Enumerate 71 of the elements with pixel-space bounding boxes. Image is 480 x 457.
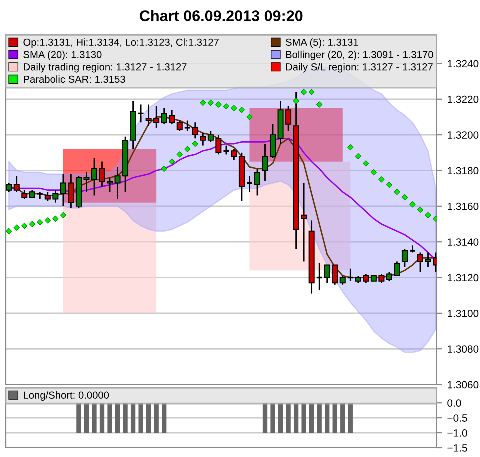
point: [378, 176, 385, 183]
legend-label: Long/Short: 0.0000: [24, 392, 110, 401]
legend-label: Daily S/L region: 1.3127 - 1.3127: [286, 63, 433, 73]
point: [37, 219, 44, 226]
point: [52, 216, 59, 222]
point: [301, 89, 308, 96]
point: [425, 212, 432, 218]
point: [60, 212, 66, 218]
point: [231, 105, 238, 112]
candlestick: [184, 120, 192, 132]
legend-label: Parabolic SAR: 1.3153: [24, 76, 126, 84]
point: [348, 144, 354, 151]
legend-label: Daily trading region: 1.3127 - 1.3127: [24, 63, 187, 73]
point: [29, 221, 36, 228]
candlestick: [176, 120, 183, 132]
point: [238, 107, 246, 114]
y-tick-label: 1.3120: [448, 274, 479, 282]
y-tick-label: 1.3160: [448, 202, 479, 210]
point: [200, 100, 206, 106]
point: [355, 153, 362, 160]
y-tick-label: 1.3220: [448, 96, 479, 104]
candlestick: [192, 122, 198, 140]
point: [216, 102, 222, 108]
point: [22, 222, 28, 230]
point: [316, 102, 323, 108]
point: [14, 224, 20, 231]
y-tick-label: 1.3180: [448, 167, 479, 175]
point: [246, 114, 253, 120]
y-tick-label: 1.3080: [448, 346, 479, 353]
point: [308, 89, 315, 96]
candlestick: [14, 175, 20, 193]
y-tick-label: 1.3140: [448, 238, 479, 246]
candlestick: [402, 248, 408, 268]
point: [363, 160, 370, 167]
candlestick: [246, 175, 254, 193]
point: [169, 158, 176, 165]
point: [410, 202, 416, 208]
y-tick-label: −1.0: [448, 430, 468, 437]
legend-label: Op:1.3131, Hi:1.3134, Lo:1.3123, Cl:1.3127: [24, 38, 219, 48]
point: [208, 100, 214, 106]
y-tick-label: −1.5: [448, 444, 468, 452]
y-tick-label: 0.0: [448, 400, 462, 407]
point: [417, 206, 424, 214]
y-tick-label: 1.3100: [448, 310, 479, 318]
point: [6, 228, 12, 234]
y-tick-label: 1.3060: [448, 381, 479, 389]
point: [223, 103, 230, 110]
point: [293, 98, 300, 104]
point: [161, 166, 168, 172]
candlestick: [138, 104, 145, 124]
point: [394, 189, 400, 196]
y-tick-label: 1.3200: [448, 132, 479, 139]
candlestick: [347, 268, 354, 282]
point: [386, 182, 393, 188]
candlestick: [417, 252, 424, 274]
y-tick-label: 1.3240: [448, 60, 479, 68]
legend-label: SMA (5): 1.3131: [286, 38, 358, 48]
point: [192, 140, 198, 148]
chart-title: Chart 06.09.2013 09:20: [140, 10, 303, 22]
candlestick: [231, 148, 238, 161]
legend-label: Bollinger (20, 2): 1.3091 - 1.3170: [286, 50, 434, 60]
point: [44, 218, 51, 224]
candlestick: [200, 132, 206, 146]
point: [176, 152, 183, 158]
point: [370, 169, 377, 176]
y-tick-label: −0.5: [448, 414, 468, 422]
point: [402, 194, 408, 201]
legend-label: SMA (20): 1.3130: [24, 50, 102, 60]
point: [184, 146, 191, 152]
candlestick: [316, 262, 324, 291]
candlestick: [254, 168, 260, 196]
